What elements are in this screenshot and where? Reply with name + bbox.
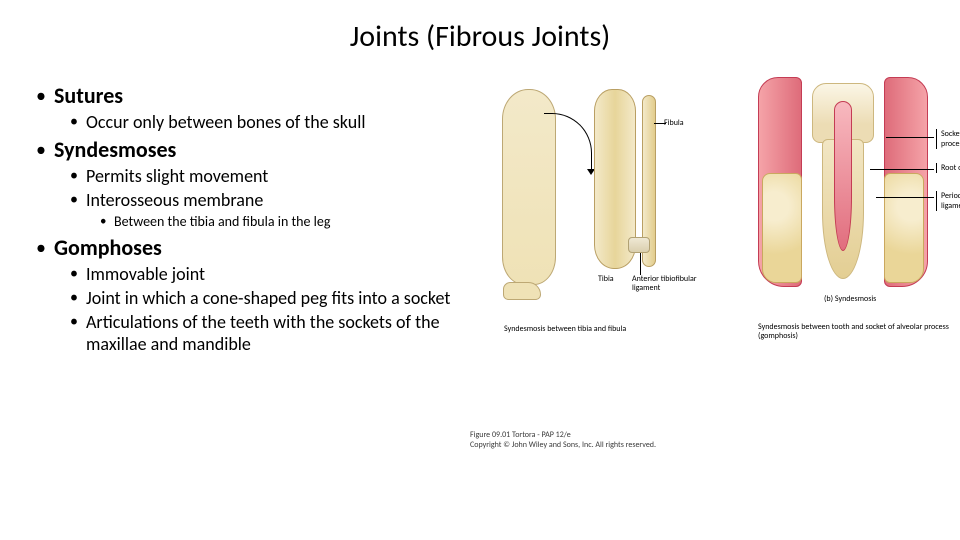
- bullet-dot: •: [70, 189, 86, 211]
- alveolar-bone-left: [762, 173, 802, 283]
- label-root: Root of tooth: [936, 163, 960, 173]
- zoom-bones: Fibula Tibia Anterior tibiofibular ligam…: [576, 89, 726, 285]
- label-fibula: Fibula: [664, 119, 684, 128]
- label-socket: Socket of alveolar process: [936, 129, 960, 149]
- tooth-pulp: [834, 101, 852, 251]
- label-ligament: Anterior tibiofibular ligament: [632, 275, 702, 293]
- bullet-dot: •: [70, 165, 86, 187]
- l2-label: Immovable joint: [86, 263, 205, 285]
- alveolar-bone-right: [884, 173, 924, 283]
- list-item: •Sutures •Occur only between bones of th…: [36, 83, 486, 133]
- foot-outline: [503, 282, 541, 300]
- tooth-group: Socket of alveolar process Root of tooth…: [758, 77, 928, 287]
- leader-line: [886, 137, 934, 138]
- l1-label: Sutures: [54, 83, 123, 109]
- list-item: •Interosseous membrane •Between the tibi…: [70, 189, 486, 231]
- list-item: •Joint in which a cone-shaped peg fits i…: [70, 287, 486, 309]
- l1-label: Gomphoses: [54, 235, 162, 261]
- figure-subcaption: (b) Syndesmosis: [824, 295, 876, 304]
- list-item: •Articulations of the teeth with the soc…: [70, 311, 486, 355]
- bullet-dot: •: [36, 137, 54, 163]
- bullet-dot: •: [36, 83, 54, 109]
- bullet-dot: •: [70, 263, 86, 285]
- bullet-dot: •: [70, 311, 86, 333]
- bullet-dot: •: [70, 111, 86, 133]
- l2-label: Joint in which a cone-shaped peg fits in…: [86, 287, 450, 309]
- figure-tooth: Socket of alveolar process Root of tooth…: [744, 73, 960, 363]
- list-item: •Immovable joint: [70, 263, 486, 285]
- figure-caption: Syndesmosis between tooth and socket of …: [758, 323, 960, 341]
- l1-label: Syndesmoses: [54, 137, 176, 163]
- list-item: •Permits slight movement: [70, 165, 486, 187]
- l2-label: Permits slight movement: [86, 165, 268, 187]
- leader-line: [870, 169, 934, 170]
- l3-label: Between the tibia and fibula in the leg: [114, 213, 330, 231]
- slide-title: Joints (Fibrous Joints): [36, 18, 924, 55]
- l2-label: Interosseous membrane: [86, 189, 263, 211]
- list-item: •Occur only between bones of the skull: [70, 111, 486, 133]
- list-item: •Between the tibia and fibula in the leg: [100, 213, 486, 231]
- l2-label: Articulations of the teeth with the sock…: [86, 311, 486, 355]
- leader-line: [640, 253, 641, 275]
- list-item: •Gomphoses •Immovable joint •Joint in wh…: [36, 235, 486, 355]
- text-column: •Sutures •Occur only between bones of th…: [36, 83, 486, 359]
- bullet-dot: •: [70, 287, 86, 309]
- l2-label: Occur only between bones of the skull: [86, 111, 365, 133]
- leader-line: [654, 123, 666, 124]
- figure-column: Fibula Tibia Anterior tibiofibular ligam…: [486, 83, 924, 359]
- tooth-shape: [812, 83, 874, 283]
- credit-line: Figure 09.01 Tortora - PAP 12/e: [470, 430, 656, 440]
- credit-block: Figure 09.01 Tortora - PAP 12/e Copyrigh…: [470, 430, 656, 450]
- ligament-shape: [628, 237, 650, 253]
- credit-line: Copyright © John Wiley and Sons, Inc. Al…: [470, 440, 656, 450]
- figure-tibia-fibula: Fibula Tibia Anterior tibiofibular ligam…: [496, 83, 736, 363]
- list-item: •Syndesmoses •Permits slight movement •I…: [36, 137, 486, 231]
- leader-line: [876, 197, 934, 198]
- figure-caption: Syndesmosis between tibia and fibula: [504, 325, 714, 334]
- label-tibia: Tibia: [598, 275, 614, 284]
- bullet-dot: •: [100, 213, 114, 231]
- bullet-dot: •: [36, 235, 54, 261]
- label-periodontal: Periodontal ligament: [936, 191, 960, 211]
